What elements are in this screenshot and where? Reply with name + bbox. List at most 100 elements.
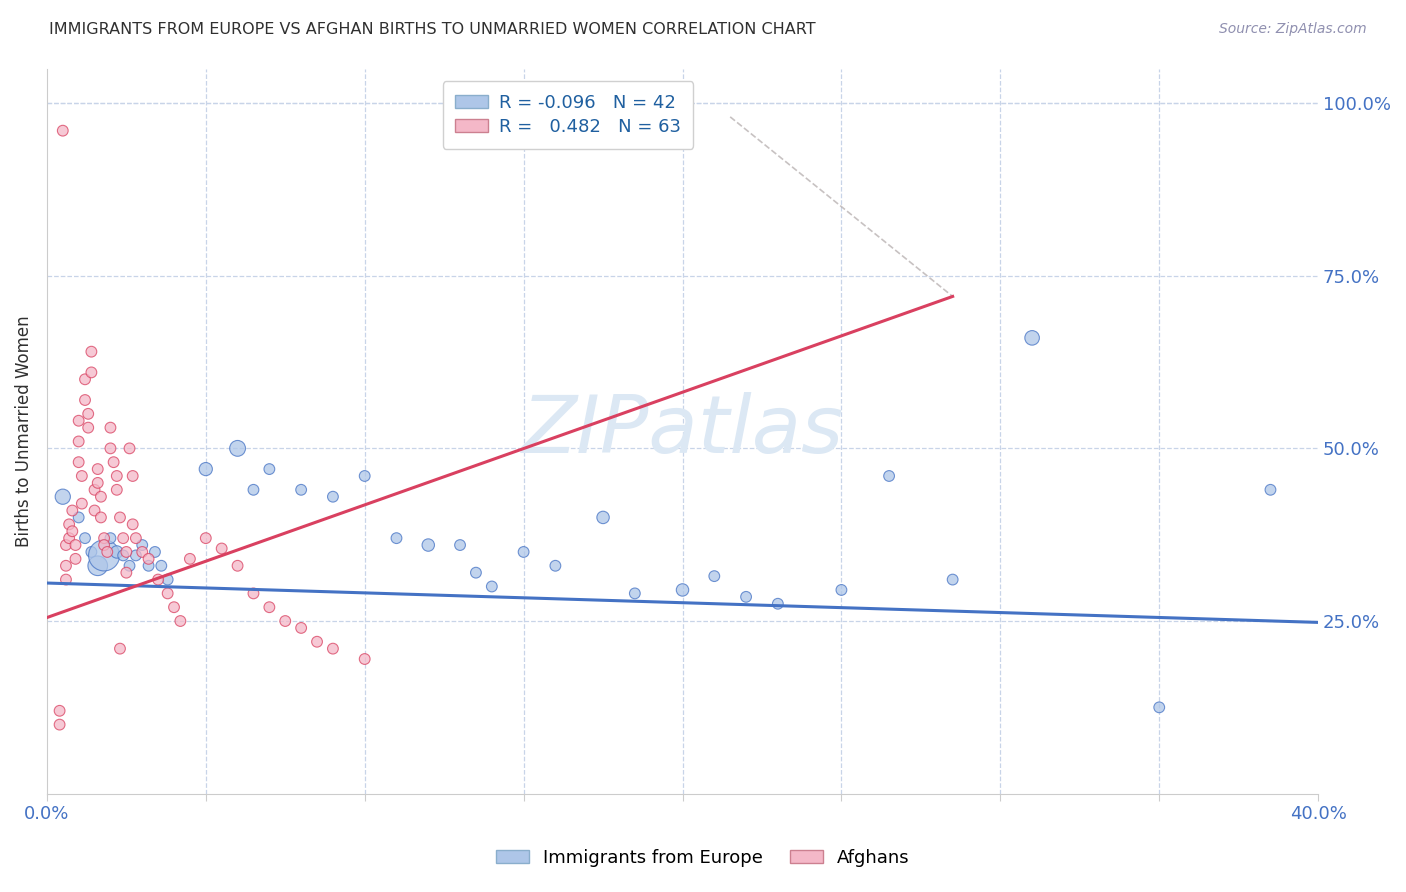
- Point: [242, 586, 264, 600]
- Point: [194, 462, 217, 476]
- Point: [150, 558, 173, 573]
- Point: [48, 704, 70, 718]
- Point: [58, 517, 80, 532]
- Text: Source: ZipAtlas.com: Source: ZipAtlas.com: [1219, 22, 1367, 37]
- Point: [305, 634, 328, 648]
- Point: [163, 600, 186, 615]
- Point: [83, 503, 105, 517]
- Point: [73, 392, 96, 407]
- Point: [512, 545, 534, 559]
- Point: [58, 531, 80, 545]
- Point: [830, 582, 852, 597]
- Point: [65, 552, 87, 566]
- Point: [55, 573, 77, 587]
- Point: [242, 483, 264, 497]
- Point: [322, 490, 344, 504]
- Point: [77, 407, 100, 421]
- Point: [138, 558, 160, 573]
- Point: [73, 531, 96, 545]
- Point: [52, 123, 75, 137]
- Point: [156, 573, 179, 587]
- Point: [100, 420, 122, 434]
- Point: [112, 549, 135, 563]
- Point: [105, 469, 128, 483]
- Legend: R = -0.096   N = 42, R =   0.482   N = 63: R = -0.096 N = 42, R = 0.482 N = 63: [443, 81, 693, 149]
- Point: [80, 365, 103, 379]
- Point: [274, 614, 297, 628]
- Point: [55, 538, 77, 552]
- Point: [108, 510, 131, 524]
- Point: [118, 442, 141, 456]
- Point: [105, 545, 128, 559]
- Point: [125, 549, 148, 563]
- Point: [115, 545, 138, 559]
- Point: [226, 442, 249, 456]
- Point: [60, 503, 83, 517]
- Point: [121, 469, 143, 483]
- Point: [259, 462, 281, 476]
- Point: [48, 717, 70, 731]
- Point: [211, 541, 233, 556]
- Point: [131, 545, 153, 559]
- Point: [385, 531, 408, 545]
- Point: [93, 549, 115, 563]
- Point: [80, 545, 103, 559]
- Point: [671, 582, 693, 597]
- Point: [83, 483, 105, 497]
- Point: [1147, 700, 1170, 714]
- Point: [115, 566, 138, 580]
- Point: [70, 469, 93, 483]
- Point: [481, 579, 503, 593]
- Point: [93, 531, 115, 545]
- Point: [112, 531, 135, 545]
- Point: [194, 531, 217, 545]
- Point: [290, 483, 312, 497]
- Point: [544, 558, 567, 573]
- Point: [108, 641, 131, 656]
- Point: [77, 420, 100, 434]
- Point: [90, 490, 112, 504]
- Point: [143, 545, 166, 559]
- Point: [465, 566, 488, 580]
- Point: [93, 538, 115, 552]
- Point: [877, 469, 900, 483]
- Point: [156, 586, 179, 600]
- Point: [96, 545, 118, 559]
- Point: [259, 600, 281, 615]
- Point: [290, 621, 312, 635]
- Text: IMMIGRANTS FROM EUROPE VS AFGHAN BIRTHS TO UNMARRIED WOMEN CORRELATION CHART: IMMIGRANTS FROM EUROPE VS AFGHAN BIRTHS …: [49, 22, 815, 37]
- Point: [67, 414, 90, 428]
- Point: [52, 490, 75, 504]
- Point: [67, 434, 90, 449]
- Point: [624, 586, 647, 600]
- Point: [353, 652, 375, 666]
- Point: [703, 569, 725, 583]
- Point: [100, 442, 122, 456]
- Point: [65, 538, 87, 552]
- Y-axis label: Births to Unmarried Women: Births to Unmarried Women: [15, 315, 32, 547]
- Point: [592, 510, 614, 524]
- Point: [226, 558, 249, 573]
- Point: [1260, 483, 1282, 497]
- Point: [80, 344, 103, 359]
- Point: [87, 475, 110, 490]
- Point: [67, 510, 90, 524]
- Point: [73, 372, 96, 386]
- Text: ZIPatlas: ZIPatlas: [522, 392, 844, 470]
- Point: [449, 538, 471, 552]
- Point: [70, 497, 93, 511]
- Point: [103, 455, 125, 469]
- Point: [121, 517, 143, 532]
- Point: [105, 483, 128, 497]
- Point: [942, 573, 965, 587]
- Point: [766, 597, 789, 611]
- Point: [100, 531, 122, 545]
- Point: [118, 558, 141, 573]
- Point: [418, 538, 440, 552]
- Point: [353, 469, 375, 483]
- Point: [322, 641, 344, 656]
- Point: [87, 462, 110, 476]
- Legend: Immigrants from Europe, Afghans: Immigrants from Europe, Afghans: [489, 842, 917, 874]
- Point: [146, 573, 169, 587]
- Point: [60, 524, 83, 539]
